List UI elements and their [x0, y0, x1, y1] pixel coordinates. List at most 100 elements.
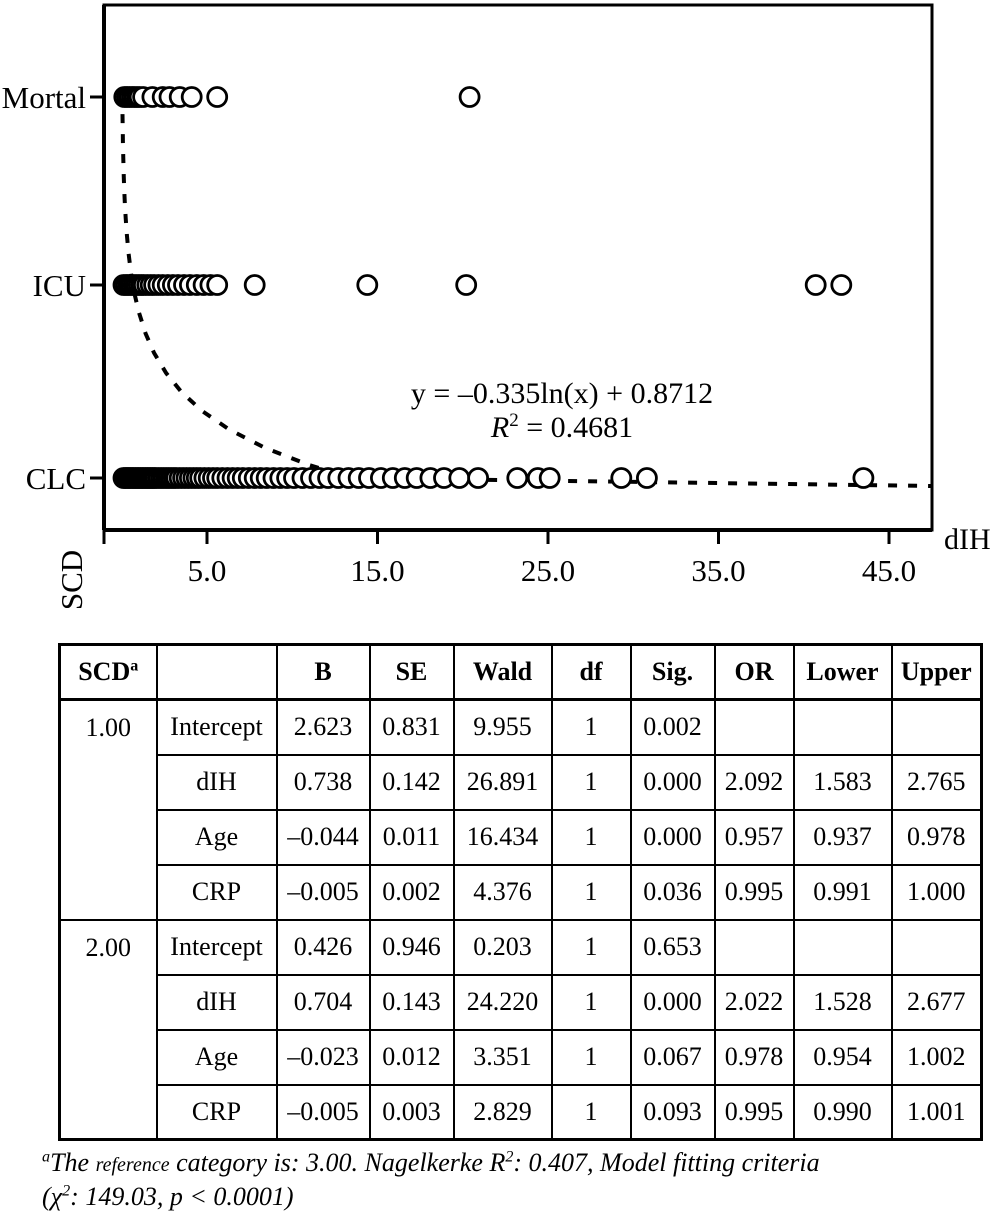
- y-label-icu: ICU: [33, 268, 86, 303]
- data-point-clc: [610, 467, 633, 489]
- value-cell: 0.957: [713, 808, 795, 866]
- header-cell-blank: [155, 643, 278, 701]
- value-cell: 26.891: [452, 753, 553, 811]
- data-point-mortal: [206, 86, 229, 108]
- footnote-text-2a: (χ: [42, 1181, 63, 1211]
- trendline: [120, 114, 933, 488]
- predictor-cell: Age: [155, 1028, 278, 1086]
- value-cell: 0.000: [629, 973, 716, 1031]
- predictor-cell: CRP: [155, 1083, 278, 1141]
- regression-table: SCDa B SE Wald df Sig. OR Lower Upper 1.00 Interc…: [58, 643, 983, 1141]
- x-axis-title: dIH: [944, 523, 991, 556]
- footnote-marker: a: [42, 1148, 51, 1166]
- value-cell: 0.143: [368, 973, 455, 1031]
- data-point-icu: [243, 274, 266, 296]
- footnote-text-1b: category is: 3.00. Nagelkerke R: [169, 1148, 506, 1177]
- data-point-clc: [467, 467, 490, 489]
- value-cell: [792, 698, 893, 756]
- data-point-icu: [804, 274, 827, 296]
- value-cell: 2.765: [890, 753, 983, 811]
- value-cell: 0.978: [713, 1028, 795, 1086]
- data-point-clc: [506, 467, 529, 489]
- value-cell: 0.093: [629, 1083, 716, 1141]
- value-cell: 0.426: [275, 918, 371, 976]
- predictor-cell: dIH: [155, 753, 278, 811]
- table-row: Age –0.023 0.012 3.351 1 0.067 0.978 0.954 1.002: [60, 1028, 983, 1086]
- table-footnote: aThe reference category is: 3.00. Nagelk…: [42, 1146, 982, 1214]
- data-point-clc: [852, 467, 875, 489]
- value-cell: 0.990: [792, 1083, 893, 1141]
- predictor-cell: Intercept: [155, 698, 278, 756]
- value-cell: 0.000: [629, 808, 716, 866]
- y-label-mortal: Mortal: [2, 80, 86, 115]
- value-cell: 1: [550, 973, 632, 1031]
- value-cell: 3.351: [452, 1028, 553, 1086]
- footnote-chi2-sup: 2: [62, 1182, 71, 1200]
- value-cell: 2.092: [713, 753, 795, 811]
- scd-group-cell: 2.00: [58, 918, 158, 1141]
- scd-axis-label: SCD: [54, 550, 89, 610]
- value-cell: 0.995: [713, 1083, 795, 1141]
- value-cell: 1.528: [792, 973, 893, 1031]
- value-cell: 1: [550, 753, 632, 811]
- scatter-plot: Mortal ICU CLC 5.0 15.0 25.0 35.0 45.0 SCD dIH y =…: [2, 3, 991, 610]
- x-tick-label: 45.0: [862, 553, 916, 588]
- value-cell: 0.991: [792, 863, 893, 921]
- value-cell: 0.067: [629, 1028, 716, 1086]
- header-cell-wald: Wald: [452, 643, 553, 701]
- value-cell: 1: [550, 918, 632, 976]
- table-row: 1.00 Intercept 2.623 0.831 9.955 1 0.002: [58, 698, 983, 921]
- data-point-clc: [538, 467, 561, 489]
- header-cell-or: OR: [713, 643, 795, 701]
- value-cell: 0.011: [368, 808, 455, 866]
- table-body: 1.00 Intercept 2.623 0.831 9.955 1 0.002 dIH 0.7…: [58, 698, 983, 1141]
- value-cell: –0.044: [275, 808, 371, 866]
- value-cell: 1: [550, 1028, 632, 1086]
- predictor-cell: dIH: [155, 973, 278, 1031]
- value-cell: 24.220: [452, 973, 553, 1031]
- footnote-text-2b: : 149.03, p < 0.0001): [70, 1181, 294, 1211]
- scd-group-cell: 1.00: [58, 698, 158, 921]
- value-cell: 0.003: [368, 1083, 455, 1141]
- value-cell: 9.955: [452, 698, 553, 756]
- x-tick-label: 35.0: [691, 553, 745, 588]
- table-header-row: SCDa B SE Wald df Sig. OR Lower Upper: [58, 643, 983, 701]
- value-cell: [890, 698, 983, 756]
- data-point-mortal: [180, 86, 203, 108]
- footnote-r2-sup: 2: [505, 1148, 514, 1166]
- y-label-clc: CLC: [26, 461, 86, 496]
- value-cell: 0.704: [275, 973, 371, 1031]
- x-tick-label: 25.0: [521, 553, 575, 588]
- value-cell: –0.005: [275, 1083, 371, 1141]
- value-cell: 2.022: [713, 973, 795, 1031]
- header-cell-df: df: [550, 643, 632, 701]
- trendline-r-squared: R2 = 0.4681: [490, 410, 633, 444]
- value-cell: 0.002: [629, 698, 716, 756]
- regression-table-container: SCDa B SE Wald df Sig. OR Lower Upper 1.00 Interc…: [58, 643, 983, 1141]
- value-cell: 0.954: [792, 1028, 893, 1086]
- value-cell: [890, 918, 983, 976]
- value-cell: –0.005: [275, 863, 371, 921]
- footnote-text-reference: reference: [95, 1154, 170, 1176]
- data-point-icu: [455, 274, 478, 296]
- value-cell: 1: [550, 863, 632, 921]
- plot-frame: [102, 3, 934, 532]
- value-cell: 0.946: [368, 918, 455, 976]
- x-tick-label: 5.0: [188, 553, 227, 588]
- value-cell: 0.036: [629, 863, 716, 921]
- value-cell: 0.000: [629, 753, 716, 811]
- table-row: dIH 0.704 0.143 24.220 1 0.000 2.022 1.528 2.677: [60, 973, 983, 1031]
- value-cell: 16.434: [452, 808, 553, 866]
- header-cell-upper: Upper: [890, 643, 983, 701]
- header-cell-lower: Lower: [792, 643, 893, 701]
- table-row: dIH 0.738 0.142 26.891 1 0.000 2.092 1.583 2.765: [60, 753, 983, 811]
- header-cell-scd: SCDa: [58, 643, 158, 701]
- value-cell: [713, 698, 795, 756]
- value-cell: 0.203: [452, 918, 553, 976]
- header-cell-se: SE: [368, 643, 455, 701]
- value-cell: 2.677: [890, 973, 983, 1031]
- value-cell: 0.995: [713, 863, 795, 921]
- value-cell: 0.653: [629, 918, 716, 976]
- value-cell: 1.000: [890, 863, 983, 921]
- value-cell: 0.831: [368, 698, 455, 756]
